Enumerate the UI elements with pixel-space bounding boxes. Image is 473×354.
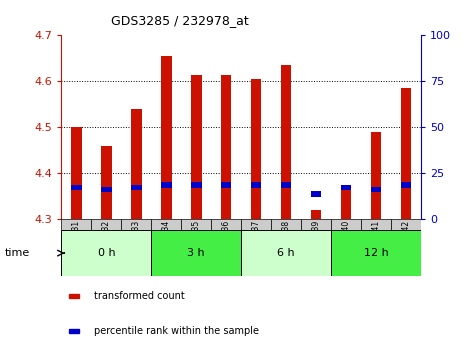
Bar <box>131 184 141 190</box>
Text: GDS3285 / 232978_at: GDS3285 / 232978_at <box>111 14 249 27</box>
Text: 3 h: 3 h <box>187 248 205 258</box>
Bar <box>281 65 291 219</box>
Text: GSM286039: GSM286039 <box>312 220 321 266</box>
Bar <box>301 219 331 230</box>
Bar <box>311 210 321 219</box>
Text: GSM286032: GSM286032 <box>102 220 111 266</box>
Text: GSM286036: GSM286036 <box>222 220 231 266</box>
Text: GSM286042: GSM286042 <box>402 220 411 266</box>
Bar <box>391 219 421 230</box>
Text: percentile rank within the sample: percentile rank within the sample <box>94 326 259 336</box>
Bar <box>221 182 231 188</box>
Text: transformed count: transformed count <box>94 291 184 301</box>
Bar <box>151 230 241 276</box>
Bar <box>161 182 172 188</box>
Text: 6 h: 6 h <box>277 248 295 258</box>
Bar <box>371 132 381 219</box>
Bar <box>401 88 411 219</box>
Bar <box>71 184 82 190</box>
Bar <box>101 146 112 219</box>
Text: GSM286034: GSM286034 <box>162 220 171 266</box>
Bar <box>122 219 151 230</box>
Bar <box>161 56 172 219</box>
Bar <box>281 182 291 188</box>
Text: GSM286031: GSM286031 <box>72 220 81 266</box>
Bar <box>191 74 201 219</box>
Text: GSM286041: GSM286041 <box>371 220 381 266</box>
Text: GSM286038: GSM286038 <box>281 220 291 266</box>
Bar <box>61 230 151 276</box>
Text: GSM286033: GSM286033 <box>132 220 141 266</box>
Text: GSM286035: GSM286035 <box>192 220 201 266</box>
Bar <box>341 185 351 219</box>
Bar <box>311 192 321 197</box>
Bar <box>211 219 241 230</box>
Bar <box>271 219 301 230</box>
Bar <box>371 187 381 192</box>
Bar <box>61 219 91 230</box>
Text: GSM286037: GSM286037 <box>252 220 261 266</box>
Text: time: time <box>5 248 30 258</box>
Bar <box>361 219 391 230</box>
Text: 12 h: 12 h <box>364 248 388 258</box>
Bar <box>71 127 82 219</box>
Bar <box>401 182 411 188</box>
Bar <box>251 79 262 219</box>
Text: 0 h: 0 h <box>97 248 115 258</box>
Bar <box>91 219 122 230</box>
Bar <box>241 219 271 230</box>
Bar <box>131 109 141 219</box>
Bar <box>69 329 79 333</box>
Bar <box>181 219 211 230</box>
Text: GSM286040: GSM286040 <box>342 220 350 266</box>
Bar <box>221 74 231 219</box>
Bar <box>191 182 201 188</box>
Bar <box>251 182 262 188</box>
Bar <box>101 187 112 192</box>
Bar <box>341 184 351 190</box>
Bar <box>331 219 361 230</box>
Bar <box>241 230 331 276</box>
Bar <box>69 294 79 297</box>
Bar <box>331 230 421 276</box>
Bar <box>151 219 181 230</box>
